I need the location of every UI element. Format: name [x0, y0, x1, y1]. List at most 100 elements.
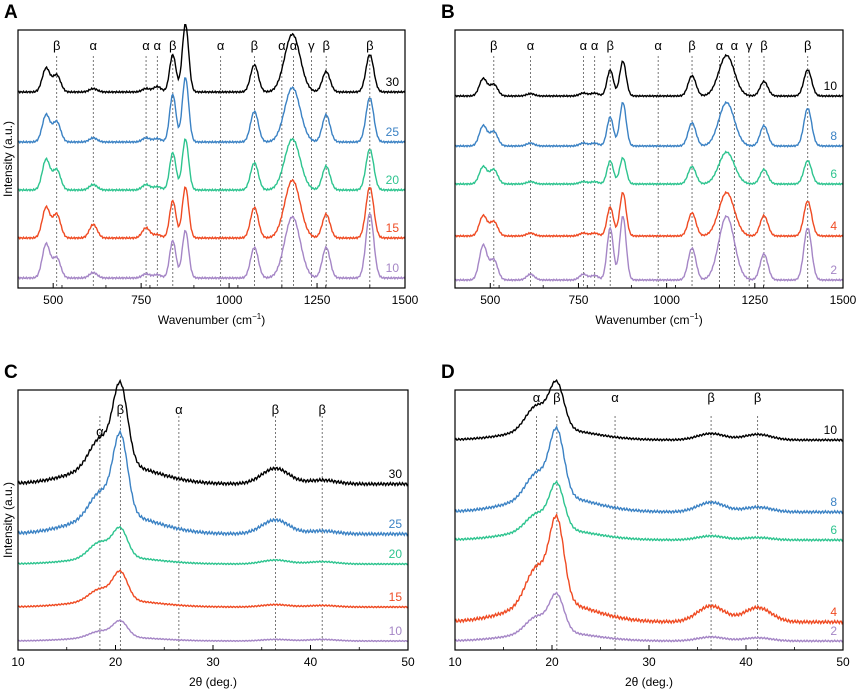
phase-label: α	[96, 424, 104, 439]
series-label: 20	[389, 547, 403, 561]
series-line-4	[454, 512, 844, 625]
x-tick-label: 1500	[392, 293, 419, 307]
panel-letter: A	[4, 2, 18, 23]
x-tick-label: 20	[545, 655, 559, 669]
y-axis-label: Intensity (a.u.)	[1, 121, 15, 197]
x-tick-label: 50	[401, 655, 415, 669]
x-tick-label: 1250	[741, 293, 768, 307]
series-label: 10	[824, 423, 838, 437]
x-tick-label: 1000	[653, 293, 680, 307]
x-tick-label: 1250	[304, 293, 331, 307]
series-line-8	[454, 100, 844, 148]
series-line-10	[17, 619, 409, 643]
series-line-10	[17, 213, 406, 281]
phase-label: β	[490, 38, 497, 53]
series-line-20	[17, 137, 406, 193]
panel-letter: B	[441, 2, 455, 23]
series-line-30	[17, 378, 409, 487]
phase-label: α	[527, 38, 535, 53]
phase-label: α	[154, 38, 162, 53]
phase-label: β	[272, 402, 279, 417]
x-tick-label: 50	[836, 655, 850, 669]
series-label: 25	[389, 517, 403, 531]
series-line-25	[17, 429, 409, 537]
phase-label: α	[278, 38, 286, 53]
x-tick-label: 10	[448, 655, 462, 669]
series-label: 8	[830, 495, 837, 509]
phase-label: β	[688, 38, 695, 53]
series-label: 15	[389, 590, 403, 604]
series-line-10	[454, 53, 844, 98]
axes-frame	[17, 29, 406, 289]
series-line-8	[454, 425, 844, 515]
series-line-15	[17, 569, 409, 609]
series-label: 4	[830, 219, 837, 233]
series-line-20	[17, 525, 409, 566]
x-tick-label: 10	[11, 655, 25, 669]
phase-label: α	[591, 38, 599, 53]
phase-label: α	[533, 390, 541, 405]
series-label: 20	[386, 173, 400, 187]
phase-label: β	[53, 38, 60, 53]
series-label: 6	[830, 523, 837, 537]
x-axis-label-tail: )	[261, 313, 265, 327]
phase-label: γ	[746, 38, 753, 53]
x-tick-label: 40	[739, 655, 753, 669]
phase-label: α	[290, 38, 298, 53]
axes-frame	[454, 389, 844, 651]
phase-label: α	[142, 38, 150, 53]
series-line-10	[454, 378, 844, 443]
x-axis-label-sup: −1	[252, 312, 262, 321]
phase-label: β	[318, 402, 325, 417]
series-line-2	[454, 591, 844, 643]
x-tick-label: 750	[131, 293, 151, 307]
x-tick-label: 1500	[830, 293, 857, 307]
x-axis-label-sup: −1	[690, 312, 700, 321]
y-axis-label: Intensity (a.u.)	[1, 482, 15, 558]
phase-label: β	[760, 38, 767, 53]
x-axis-label-tail: )	[699, 313, 703, 327]
x-axis-label: Wavenumber (cm−1)	[158, 312, 265, 327]
series-label: 15	[386, 221, 400, 235]
series-line-4	[454, 190, 844, 238]
series-line-6	[454, 150, 844, 186]
phase-label: α	[90, 38, 98, 53]
series-label: 10	[389, 624, 403, 638]
series-line-25	[17, 77, 406, 145]
phase-label: β	[754, 390, 761, 405]
panel-letter: C	[4, 362, 18, 383]
series-line-30	[17, 24, 406, 95]
x-tick-label: 30	[642, 655, 656, 669]
x-tick-label: 750	[568, 293, 588, 307]
phase-label: β	[169, 38, 176, 53]
phase-label: α	[716, 38, 724, 53]
phase-label: α	[731, 38, 739, 53]
phase-label: β	[606, 38, 613, 53]
x-tick-label: 500	[480, 293, 500, 307]
x-tick-label: 30	[206, 655, 220, 669]
x-axis-label: 2θ (deg.)	[189, 675, 237, 689]
series-line-15	[17, 178, 406, 241]
x-axis-label: 2θ (deg.)	[625, 675, 673, 689]
series-line-6	[454, 480, 844, 543]
phase-label: α	[175, 402, 183, 417]
phase-label: β	[322, 38, 329, 53]
series-label: 25	[386, 125, 400, 139]
series-label: 8	[830, 129, 837, 143]
series-label: 4	[830, 605, 837, 619]
phase-label: γ	[308, 38, 315, 53]
series-label: 30	[386, 75, 400, 89]
x-tick-label: 1000	[216, 293, 243, 307]
phase-label: β	[804, 38, 811, 53]
phase-label: β	[366, 38, 373, 53]
series-line-2	[454, 214, 844, 282]
x-axis-label: Wavenumber (cm−1)	[595, 312, 702, 327]
phase-label: α	[611, 390, 619, 405]
series-label: 2	[830, 263, 837, 277]
series-label: 6	[830, 167, 837, 181]
